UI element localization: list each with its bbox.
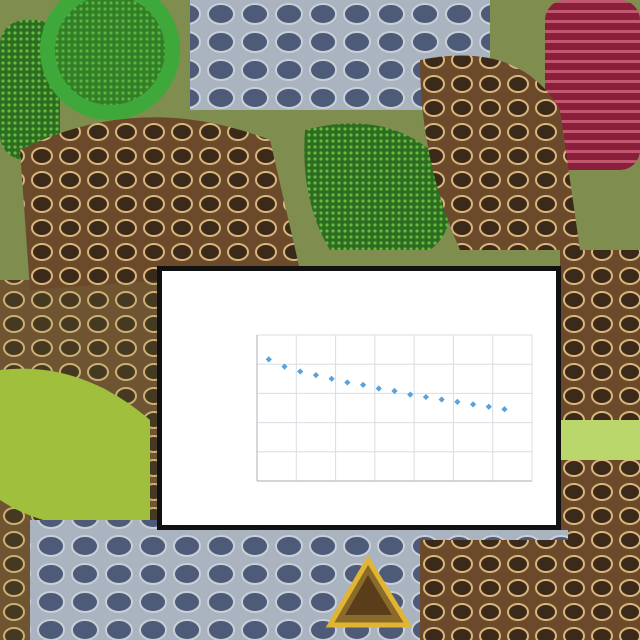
data-point bbox=[312, 372, 320, 379]
data-point bbox=[297, 368, 304, 375]
scatter-chart bbox=[256, 334, 533, 482]
chart-canvas bbox=[162, 271, 556, 525]
data-point bbox=[359, 381, 367, 388]
data-point bbox=[328, 375, 335, 382]
data-point bbox=[344, 379, 351, 386]
data-point bbox=[375, 385, 382, 392]
data-point bbox=[265, 356, 272, 363]
data-point bbox=[391, 387, 398, 395]
data-point bbox=[422, 393, 430, 401]
data-point bbox=[438, 396, 445, 403]
data-point bbox=[281, 363, 288, 370]
chart-panel bbox=[157, 266, 561, 530]
data-point bbox=[469, 401, 477, 408]
data-point bbox=[454, 398, 461, 406]
data-point bbox=[501, 406, 508, 413]
data-point bbox=[485, 403, 492, 410]
data-point bbox=[407, 391, 414, 398]
